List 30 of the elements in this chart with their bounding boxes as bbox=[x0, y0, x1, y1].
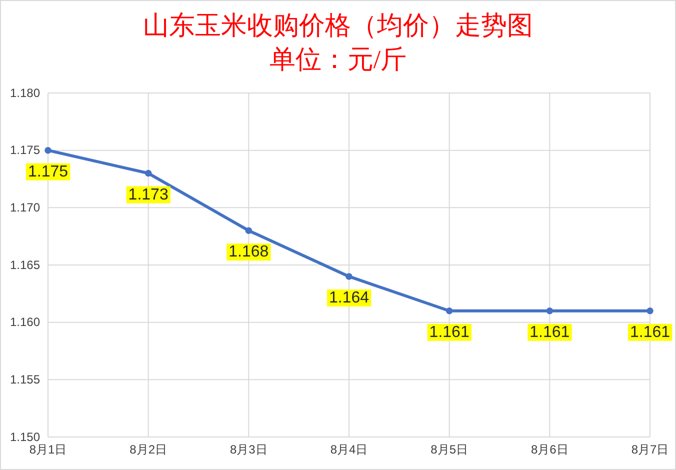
point bbox=[346, 273, 352, 280]
chart-subtitle: 单位：元/斤 bbox=[269, 45, 407, 74]
y-tick-label: 1.155 bbox=[10, 372, 40, 387]
x-tick-label: 8月6日 bbox=[530, 442, 568, 457]
y-tick-label: 1.170 bbox=[10, 200, 40, 215]
data-label: 1.164 bbox=[328, 289, 370, 306]
data-label: 1.168 bbox=[228, 244, 269, 261]
y-tick-label: 1.150 bbox=[10, 430, 40, 444]
y-tick-label: 1.175 bbox=[10, 143, 40, 158]
x-tick-label: 8月4日 bbox=[330, 442, 368, 457]
point bbox=[446, 307, 453, 314]
x-tick-label: 8月5日 bbox=[430, 442, 468, 457]
x-tick-label: 8月1日 bbox=[29, 442, 67, 457]
y-tick-label: 1.165 bbox=[10, 258, 40, 272]
point bbox=[546, 307, 554, 314]
x-tick-label: 8月7日 bbox=[631, 442, 669, 457]
data-label: 1.175 bbox=[28, 163, 68, 180]
point bbox=[646, 307, 654, 314]
chart-title: 山东玉米收购价格（均价）走势图 bbox=[143, 11, 533, 40]
data-label: 1.173 bbox=[128, 186, 168, 204]
point bbox=[44, 146, 52, 154]
data-label: 1.161 bbox=[530, 324, 570, 341]
x-tick-label: 8月3日 bbox=[230, 442, 268, 457]
point bbox=[144, 170, 152, 177]
data-label: 1.161 bbox=[630, 324, 670, 341]
data-label: 1.161 bbox=[429, 324, 470, 341]
point bbox=[245, 227, 252, 234]
x-tick-label: 8月2日 bbox=[130, 442, 168, 457]
y-tick-label: 1.180 bbox=[10, 86, 40, 100]
y-tick-label: 1.160 bbox=[10, 315, 40, 330]
